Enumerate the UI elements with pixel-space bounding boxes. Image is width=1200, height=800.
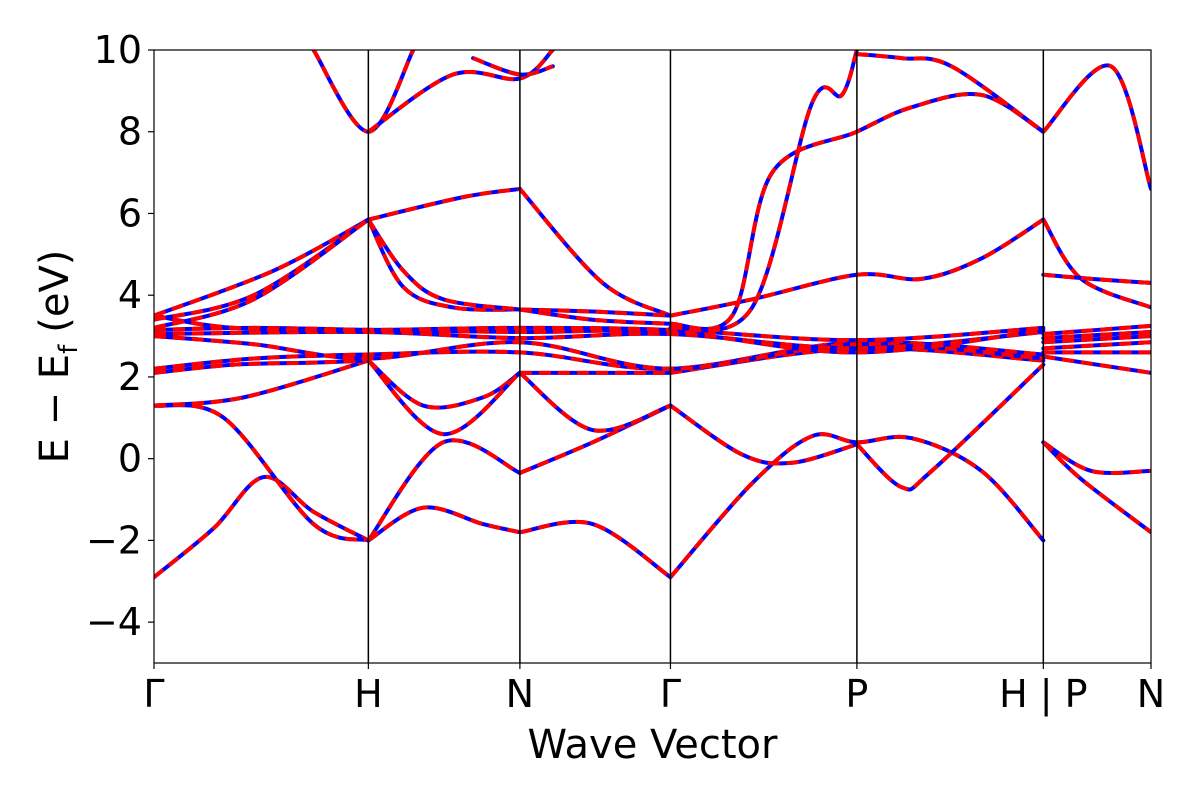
x-tick-label: P: [845, 672, 868, 716]
band-line-dashed: [1043, 334, 1151, 345]
plot-frame: [153, 49, 1152, 664]
x-tick-label: H: [354, 672, 383, 716]
x-tick-label: N: [506, 672, 534, 716]
band-line-dashed: [1042, 440, 1151, 476]
y-tick-label: −4: [86, 600, 142, 644]
band-line-dashed: [367, 359, 522, 410]
band-line-dashed: [366, 218, 521, 312]
y-tick-label: −2: [86, 518, 142, 562]
band-line-dashed: [669, 50, 859, 333]
y-axis-label-subscript: f: [54, 344, 84, 354]
y-tick-label: 4: [118, 273, 142, 317]
x-tick-label: N: [1137, 672, 1165, 716]
band-line-solid: [517, 186, 673, 318]
band-lines: [154, 50, 1151, 580]
band-line-dashed: [154, 217, 370, 330]
band-line-solid: [1041, 217, 1151, 310]
high-symmetry-lines: [367, 50, 1045, 663]
x-axis-ticks: Γ H N Γ P H | P N: [143, 663, 1165, 717]
y-axis-ticks: −4 −2 0 2 4 6 8 10: [86, 28, 154, 644]
band-line-dashed: [367, 505, 521, 543]
y-tick-label: 8: [118, 110, 142, 154]
band-line-dashed: [669, 403, 858, 466]
band-line-dashed: [154, 358, 369, 375]
band-line-dashed: [519, 307, 671, 326]
y-tick-label: 10: [94, 28, 142, 72]
band-line-dashed: [1041, 63, 1151, 190]
band-line-solid: [366, 217, 522, 312]
band-line-dashed: [154, 217, 370, 318]
band-line-solid: [154, 475, 371, 580]
x-tick-label: H | P: [999, 672, 1087, 717]
band-line-dashed: [367, 186, 521, 222]
band-line-solid: [1041, 63, 1151, 191]
band-line-solid: [366, 358, 522, 410]
y-tick-label: 0: [118, 437, 142, 481]
band-line-dashed: [154, 334, 1044, 371]
band-line-dashed: [366, 218, 520, 312]
x-tick-label: Γ: [660, 672, 681, 716]
y-tick-label: 6: [118, 191, 142, 235]
band-line-dashed: [1041, 440, 1151, 534]
y-axis-label-main: E − E: [32, 354, 78, 464]
band-line-dashed: [1043, 272, 1151, 285]
band-line-dashed: [518, 371, 672, 433]
band-line-dashed: [154, 402, 369, 543]
band-line-dashed: [1041, 218, 1151, 310]
band-line-dashed: [518, 187, 672, 318]
band-line-dashed: [670, 92, 1045, 331]
band-line-solid: [154, 402, 371, 543]
band-line-dashed: [367, 50, 555, 134]
band-line-solid: [517, 307, 673, 318]
band-line-solid: [517, 519, 673, 580]
band-line-solid: [154, 217, 371, 318]
band-line-dashed: [154, 475, 370, 579]
band-line-solid: [517, 370, 673, 433]
band-line-solid: [311, 50, 416, 134]
band-line-dashed: [1043, 354, 1151, 375]
band-line-dashed: [366, 438, 521, 542]
band-line-dashed: [154, 313, 1044, 343]
band-line-dashed: [856, 52, 1045, 134]
y-axis-label: E − Ef (eV): [32, 250, 84, 464]
band-line-dashed: [366, 359, 522, 437]
band-line-dashed: [519, 519, 672, 579]
band-line-dashed: [1043, 340, 1151, 351]
band-line-dashed: [1043, 329, 1151, 341]
y-tick-label: 2: [118, 355, 142, 399]
band-line-solid: [1041, 354, 1151, 375]
y-axis-label-unit: (eV): [32, 250, 78, 333]
band-line-dashed: [154, 358, 369, 408]
band-line-solid: [854, 362, 1046, 492]
x-tick-label: Γ: [143, 672, 164, 716]
band-line-solid: [1041, 272, 1151, 285]
band-line-dashed: [855, 363, 1045, 492]
band-line-dashed: [154, 217, 370, 322]
x-axis-label: Wave Vector: [528, 722, 779, 768]
band-line-dashed: [519, 403, 672, 475]
band-line-dashed: [1043, 323, 1151, 337]
